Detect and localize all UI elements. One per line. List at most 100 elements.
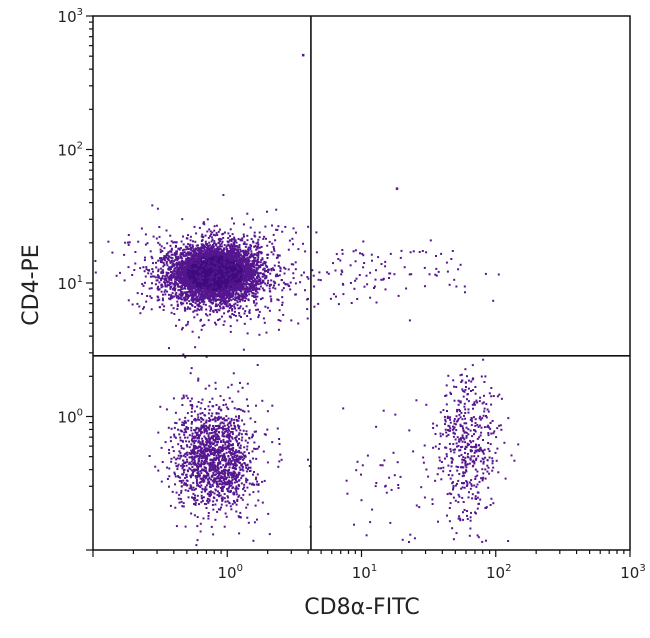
data-point [206,314,209,317]
data-point [253,253,256,256]
data-point [197,249,200,252]
data-point [203,270,206,273]
data-point [221,289,224,292]
data-point [219,298,221,301]
data-point [192,253,194,256]
data-point [204,276,207,279]
data-point [190,254,193,257]
data-point [227,292,230,295]
data-point [232,266,235,268]
data-point [184,260,187,263]
data-point [150,297,153,299]
data-point [192,281,195,284]
data-point [195,259,198,262]
data-point [191,286,194,289]
data-point [237,269,239,272]
data-point [170,247,173,250]
data-point [191,266,194,269]
data-point [250,250,253,253]
data-point [199,305,202,308]
data-point [161,258,164,261]
data-point [190,286,193,289]
data-point [213,248,216,251]
data-point [243,258,246,261]
data-point [178,264,181,267]
data-point [218,263,221,265]
data-point [218,318,221,321]
data-point [270,279,273,282]
data-point [251,289,254,292]
data-point [257,256,260,259]
data-point [244,280,247,283]
data-point [206,243,209,245]
data-point [212,301,214,304]
data-point [219,243,222,246]
data-point [209,301,212,304]
data-point [176,265,179,268]
data-point [230,289,233,292]
data-point [213,288,216,291]
data-point [210,261,213,264]
data-point [172,262,175,265]
data-point [149,250,152,253]
data-point [239,274,242,277]
data-point [258,246,261,249]
data-point [173,272,176,275]
data-point [253,280,256,283]
data-point [235,292,237,295]
data-point [223,244,226,247]
data-point [229,293,232,295]
data-point [196,304,199,307]
data-point [169,296,172,298]
data-point [159,259,162,262]
data-point [216,290,219,293]
data-point [181,269,183,272]
data-point [244,260,246,263]
data-point [240,260,242,263]
data-point [211,291,214,294]
data-point [181,257,184,260]
data-point [183,255,186,258]
data-point [194,277,196,280]
data-point [216,287,219,290]
data-point [209,284,212,287]
data-point [242,307,245,310]
data-point [249,269,252,271]
data-point [148,269,151,272]
data-point [239,248,242,251]
data-point [204,240,207,243]
data-point [223,266,226,269]
data-point [249,288,252,291]
data-point [257,308,259,311]
data-point [151,268,154,270]
data-point [189,257,192,260]
data-point [233,255,236,258]
data-point [231,238,233,241]
data-point [233,305,236,308]
data-point [238,254,241,257]
data-point [198,298,200,301]
data-point [151,275,154,278]
data-point [228,276,231,279]
data-point [164,283,167,286]
data-point [179,268,182,271]
data-point [226,250,229,252]
data-point [166,281,169,284]
data-point [227,294,230,297]
data-point [175,291,178,294]
data-point [217,281,219,284]
data-point [186,280,189,283]
data-point [239,287,242,290]
data-point [182,243,185,246]
data-point [260,245,263,248]
data-point [254,270,257,273]
data-point [200,283,203,286]
data-point [279,267,282,270]
data-point [157,288,160,291]
data-point [205,272,208,275]
data-point [228,287,231,290]
data-point [243,275,246,278]
data-point [233,245,235,248]
data-point [251,278,254,280]
data-point [234,302,237,305]
